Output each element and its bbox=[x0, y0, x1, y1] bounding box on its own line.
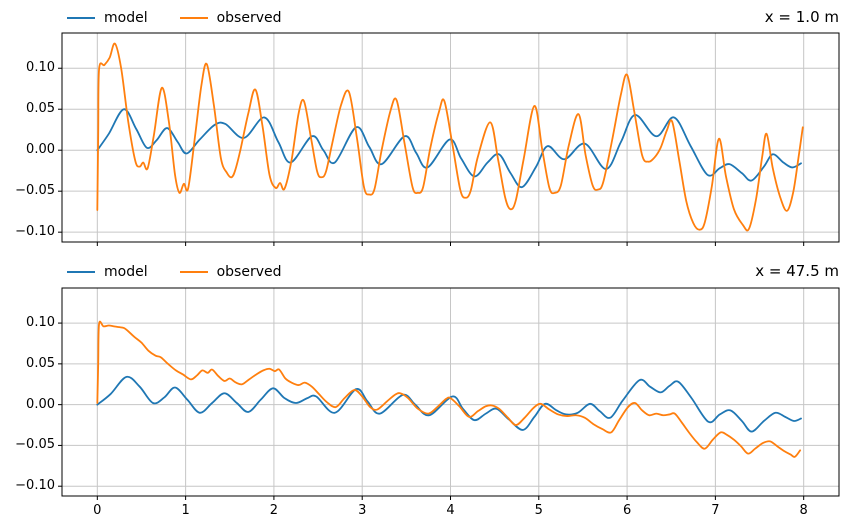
legend-label-observed: observed bbox=[216, 10, 282, 26]
legend-line-model bbox=[67, 271, 95, 273]
legend-label-model: model bbox=[104, 10, 148, 26]
y-tick-label: −0.05 bbox=[15, 437, 55, 453]
x-tick-label: 6 bbox=[622, 503, 632, 518]
y-tick-label: −0.10 bbox=[15, 224, 55, 240]
y-tick-label: −0.10 bbox=[15, 478, 55, 494]
subplot-0 bbox=[58, 32, 840, 246]
legend-label-observed: observed bbox=[216, 264, 282, 280]
x-tick-label: 1 bbox=[181, 503, 190, 518]
plot-title-top: x = 1.0 m bbox=[764, 8, 839, 26]
legend-line-observed bbox=[179, 17, 208, 19]
x-tick-label: 2 bbox=[269, 503, 279, 518]
legend-line-observed bbox=[179, 271, 208, 273]
x-tick-label: 3 bbox=[358, 503, 367, 518]
legend-top: model observed bbox=[67, 8, 282, 28]
x-tick-label: 0 bbox=[93, 503, 102, 518]
x-tick-label: 5 bbox=[534, 503, 543, 518]
y-tick-label: 0.05 bbox=[26, 101, 55, 117]
y-tick-label: 0.00 bbox=[26, 396, 55, 412]
x-tick-label: 7 bbox=[711, 503, 720, 518]
x-tick-label: 4 bbox=[446, 503, 455, 518]
x-tick-label: 8 bbox=[799, 503, 808, 518]
y-tick-label: 0.10 bbox=[26, 315, 55, 331]
legend-label-model: model bbox=[104, 264, 148, 280]
y-tick-label: 0.10 bbox=[26, 60, 55, 76]
legend-line-model bbox=[67, 17, 95, 19]
legend-bottom: model observed bbox=[67, 262, 282, 282]
y-tick-label: 0.00 bbox=[26, 142, 55, 158]
y-tick-label: 0.05 bbox=[26, 355, 55, 371]
y-tick-label: −0.05 bbox=[15, 183, 55, 199]
subplot-1 bbox=[58, 287, 840, 500]
plot-title-bottom: x = 47.5 m bbox=[755, 262, 839, 280]
